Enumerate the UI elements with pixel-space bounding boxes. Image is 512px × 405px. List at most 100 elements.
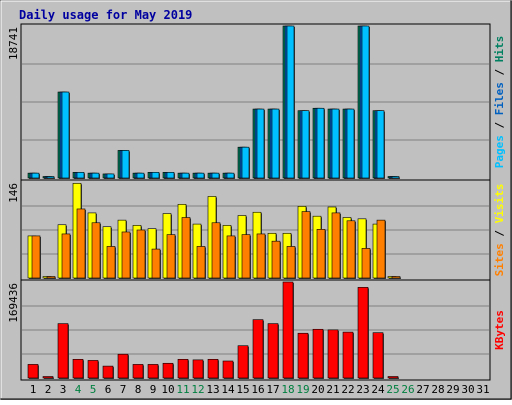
bar-sites bbox=[361, 248, 371, 279]
scale-label-visits_sites: 146 bbox=[7, 183, 20, 203]
x-tick-label: 3 bbox=[60, 383, 67, 396]
bar-pages bbox=[166, 172, 175, 179]
x-tick-label: 2 bbox=[45, 383, 52, 396]
bar-pages bbox=[226, 172, 235, 179]
bar-pages bbox=[91, 172, 100, 179]
bar-kbytes bbox=[357, 287, 369, 379]
bar-sites bbox=[331, 212, 341, 279]
bar-pages bbox=[286, 25, 295, 179]
scale-label-kbytes: 169436 bbox=[7, 283, 20, 323]
bar-kbytes bbox=[27, 364, 39, 379]
bar-kbytes bbox=[117, 353, 129, 379]
y-label-part: / bbox=[493, 62, 506, 82]
x-tick-label: 6 bbox=[105, 383, 112, 396]
bar-sites bbox=[31, 235, 41, 279]
x-tick-label: 29 bbox=[446, 383, 459, 396]
bar-pages bbox=[61, 91, 70, 179]
bar-pages bbox=[136, 172, 145, 179]
bar-sites bbox=[136, 229, 146, 279]
bar-kbytes bbox=[42, 376, 54, 379]
bar-pages bbox=[31, 172, 40, 179]
bar-sites bbox=[391, 276, 401, 279]
x-tick-label: 24 bbox=[371, 383, 385, 396]
bar-sites bbox=[271, 240, 281, 279]
x-tick-label: 22 bbox=[341, 383, 354, 396]
y-label-part: Pages bbox=[493, 135, 506, 168]
x-tick-label: 13 bbox=[206, 383, 219, 396]
bar-pages bbox=[316, 107, 325, 179]
bar-kbytes bbox=[72, 359, 84, 379]
bar-sites bbox=[151, 248, 161, 279]
x-tick-label: 10 bbox=[161, 383, 174, 396]
y-label-kbytes: KBytes bbox=[493, 310, 506, 350]
bar-kbytes bbox=[87, 360, 99, 379]
bar-pages bbox=[46, 176, 55, 179]
bar-kbytes bbox=[147, 364, 159, 379]
bar-kbytes bbox=[282, 281, 294, 379]
bar-sites bbox=[196, 246, 206, 279]
x-tick-label: 9 bbox=[150, 383, 157, 396]
bar-pages bbox=[241, 146, 250, 179]
y-label-part: / bbox=[493, 115, 506, 135]
x-tick-label: 18 bbox=[281, 383, 294, 396]
bar-kbytes bbox=[387, 376, 399, 379]
bar-sites bbox=[346, 220, 356, 279]
bar-sites bbox=[256, 233, 266, 279]
bar-pages bbox=[106, 173, 115, 179]
x-tick-label: 14 bbox=[221, 383, 235, 396]
bar-kbytes bbox=[162, 362, 174, 379]
bar-pages bbox=[331, 108, 340, 179]
bar-kbytes bbox=[222, 360, 234, 379]
y-label-part: Files bbox=[493, 82, 506, 115]
bar-kbytes bbox=[192, 359, 204, 379]
x-tick-label: 12 bbox=[191, 383, 204, 396]
x-tick-label: 19 bbox=[296, 383, 309, 396]
bar-sites bbox=[166, 234, 176, 279]
bar-pages bbox=[361, 25, 370, 179]
x-tick-label: 5 bbox=[90, 383, 97, 396]
bar-kbytes bbox=[57, 323, 69, 379]
x-tick-label: 21 bbox=[326, 383, 339, 396]
bar-kbytes bbox=[177, 359, 189, 379]
bar-kbytes bbox=[252, 319, 264, 379]
bar-pages bbox=[256, 108, 265, 179]
x-tick-label: 27 bbox=[416, 383, 429, 396]
x-tick-label: 26 bbox=[401, 383, 414, 396]
bar-pages bbox=[211, 172, 220, 179]
bar-pages bbox=[301, 110, 310, 179]
x-tick-label: 30 bbox=[461, 383, 474, 396]
bar-sites bbox=[241, 234, 251, 279]
bar-kbytes bbox=[267, 323, 279, 379]
bar-kbytes bbox=[312, 328, 324, 379]
x-tick-label: 4 bbox=[75, 383, 82, 396]
x-tick-label: 23 bbox=[356, 383, 369, 396]
y-label-visits_sites: Sites / Visits bbox=[493, 184, 506, 277]
bar-pages bbox=[376, 110, 385, 179]
x-tick-label: 8 bbox=[135, 383, 142, 396]
y-label-part: Hits bbox=[493, 36, 506, 63]
x-tick-label: 16 bbox=[251, 383, 264, 396]
bar-sites bbox=[61, 233, 71, 279]
y-label-pages_files_hits: Pages / Files / Hits bbox=[493, 36, 506, 169]
bar-kbytes bbox=[297, 332, 309, 379]
bar-kbytes bbox=[372, 332, 384, 379]
bar-sites bbox=[76, 208, 86, 279]
y-label-part: KBytes bbox=[493, 310, 506, 350]
x-tick-label: 1 bbox=[30, 383, 37, 396]
bar-sites bbox=[286, 246, 296, 279]
y-label-part: Visits bbox=[493, 184, 506, 224]
bar-kbytes bbox=[342, 331, 354, 379]
bar-sites bbox=[226, 235, 236, 279]
bar-sites bbox=[121, 231, 131, 279]
bar-sites bbox=[211, 222, 221, 279]
bar-sites bbox=[376, 219, 386, 279]
y-label-part: Sites bbox=[493, 243, 506, 276]
y-label-part: / bbox=[493, 223, 506, 243]
bar-sites bbox=[301, 211, 311, 279]
chart-panels: 18741 Pages / Files / Hits 146 Sites / Visi… bbox=[7, 23, 506, 381]
bar-sites bbox=[106, 246, 116, 279]
scale-label-pages_files_hits: 18741 bbox=[7, 27, 20, 60]
bar-pages bbox=[271, 108, 280, 179]
bar-kbytes bbox=[207, 359, 219, 379]
